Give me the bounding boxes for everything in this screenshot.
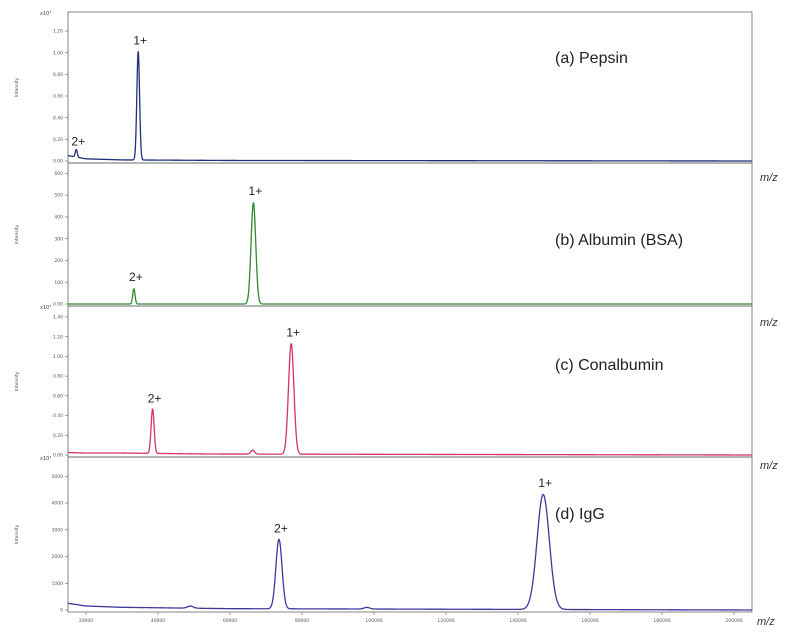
y-tick-label: 1.20: [53, 334, 63, 340]
y-tick-label: 600: [54, 171, 63, 177]
plot-frame-0: [67, 11, 753, 164]
y-tick-label: 3000: [52, 527, 64, 533]
mz-unit-label: m/z: [760, 460, 778, 472]
x-tick-label: 200000: [725, 618, 742, 624]
peak-label: 2+: [129, 270, 143, 284]
y-tick-label: 0.00: [53, 453, 63, 459]
y-tick-label: 1.00: [53, 50, 63, 56]
y-axis-label: Intensity: [14, 524, 20, 544]
x-tick-label: 140000: [509, 618, 526, 624]
y-tick-label: 100: [54, 280, 63, 286]
y-multiplier: x10⁴: [40, 11, 51, 17]
x-tick-label: 180000: [653, 618, 670, 624]
x-tick-label: 120000: [437, 618, 454, 624]
peak-label: 2+: [148, 392, 162, 406]
y-tick-label: 1.20: [53, 29, 63, 35]
y-tick-label: 1.40: [53, 315, 63, 321]
panel-title: (b) Albumin (BSA): [555, 232, 683, 249]
y-tick-label: 1000: [52, 581, 64, 587]
y-tick-label: 0.60: [53, 94, 63, 100]
y-tick-label: 0.00: [53, 159, 63, 165]
peak-label: 1+: [249, 184, 263, 198]
y-tick-label: 0.40: [53, 115, 63, 121]
mz-unit-label: m/z: [760, 317, 778, 329]
mz-unit-label: m/z: [760, 172, 778, 184]
y-tick-label: 0.60: [53, 393, 63, 399]
peak-label: 1+: [133, 34, 147, 48]
peak-label: 1+: [286, 326, 300, 340]
y-axis-label: Intensity: [14, 371, 20, 391]
y-tick-label: 5000: [52, 474, 64, 480]
mz-axis-label: m/z: [757, 616, 775, 628]
y-tick-label: 0: [60, 608, 63, 614]
y-tick-label: 0.80: [53, 72, 63, 78]
y-multiplier: x10⁴: [40, 456, 51, 462]
plot-frame-2: [67, 305, 753, 458]
peak-label: 2+: [71, 134, 85, 148]
y-tick-label: 0.80: [53, 374, 63, 380]
y-tick-label: 500: [54, 193, 63, 199]
panel-title: (c) Conalbumin: [555, 357, 663, 374]
x-tick-label: 20000: [79, 618, 93, 624]
panel-title: (d) IgG: [555, 506, 605, 523]
peak-label: 1+: [538, 476, 552, 490]
y-tick-label: 300: [54, 236, 63, 242]
y-tick-label: 0.00: [53, 302, 63, 308]
x-tick-label: 100000: [365, 618, 382, 624]
plot-frame-3: [67, 456, 753, 613]
y-tick-label: 0.40: [53, 413, 63, 419]
y-tick-label: 4000: [52, 501, 64, 507]
y-tick-label: 0.20: [53, 137, 63, 143]
spectrum-trace-2: [67, 343, 753, 456]
spectrum-trace-3: [67, 493, 753, 611]
x-tick-label: 40000: [151, 618, 165, 624]
y-tick-label: 0.20: [53, 433, 63, 439]
y-tick-label: 2000: [52, 554, 64, 560]
y-tick-label: 1.00: [53, 354, 63, 360]
y-multiplier: x10⁴: [40, 305, 51, 311]
peak-label: 2+: [274, 522, 288, 536]
y-tick-label: 200: [54, 258, 63, 264]
x-tick-label: 160000: [581, 618, 598, 624]
x-tick-label: 80000: [295, 618, 309, 624]
y-axis-label: Intensity: [14, 224, 20, 244]
x-tick-label: 60000: [223, 618, 237, 624]
y-axis-label: Intensity: [14, 77, 20, 97]
spectrum-trace-0: [67, 51, 753, 162]
panel-title: (a) Pepsin: [555, 50, 628, 67]
spectrum-trace-1: [67, 202, 753, 305]
y-tick-label: 400: [54, 215, 63, 221]
